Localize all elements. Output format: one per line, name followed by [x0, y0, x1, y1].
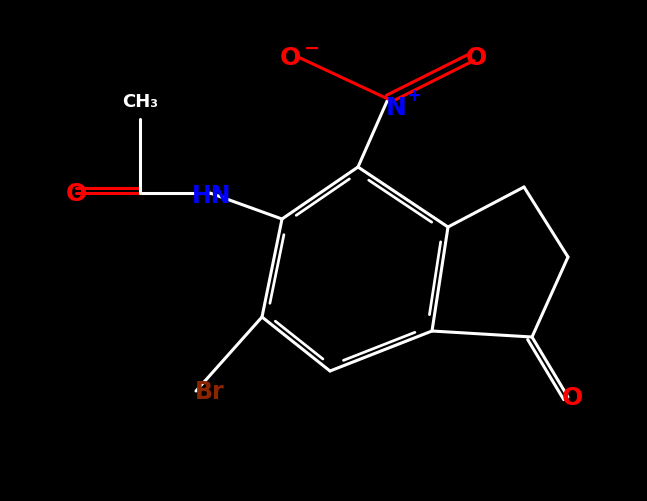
Text: CH₃: CH₃ — [122, 93, 158, 111]
Text: +: + — [406, 87, 421, 105]
Text: O: O — [562, 385, 583, 409]
Text: HN: HN — [192, 184, 232, 207]
Text: O: O — [280, 46, 301, 70]
Text: O: O — [65, 182, 87, 205]
Text: N: N — [386, 96, 406, 120]
Text: −: − — [304, 39, 320, 58]
Text: Br: Br — [195, 379, 225, 403]
Text: O: O — [465, 46, 487, 70]
